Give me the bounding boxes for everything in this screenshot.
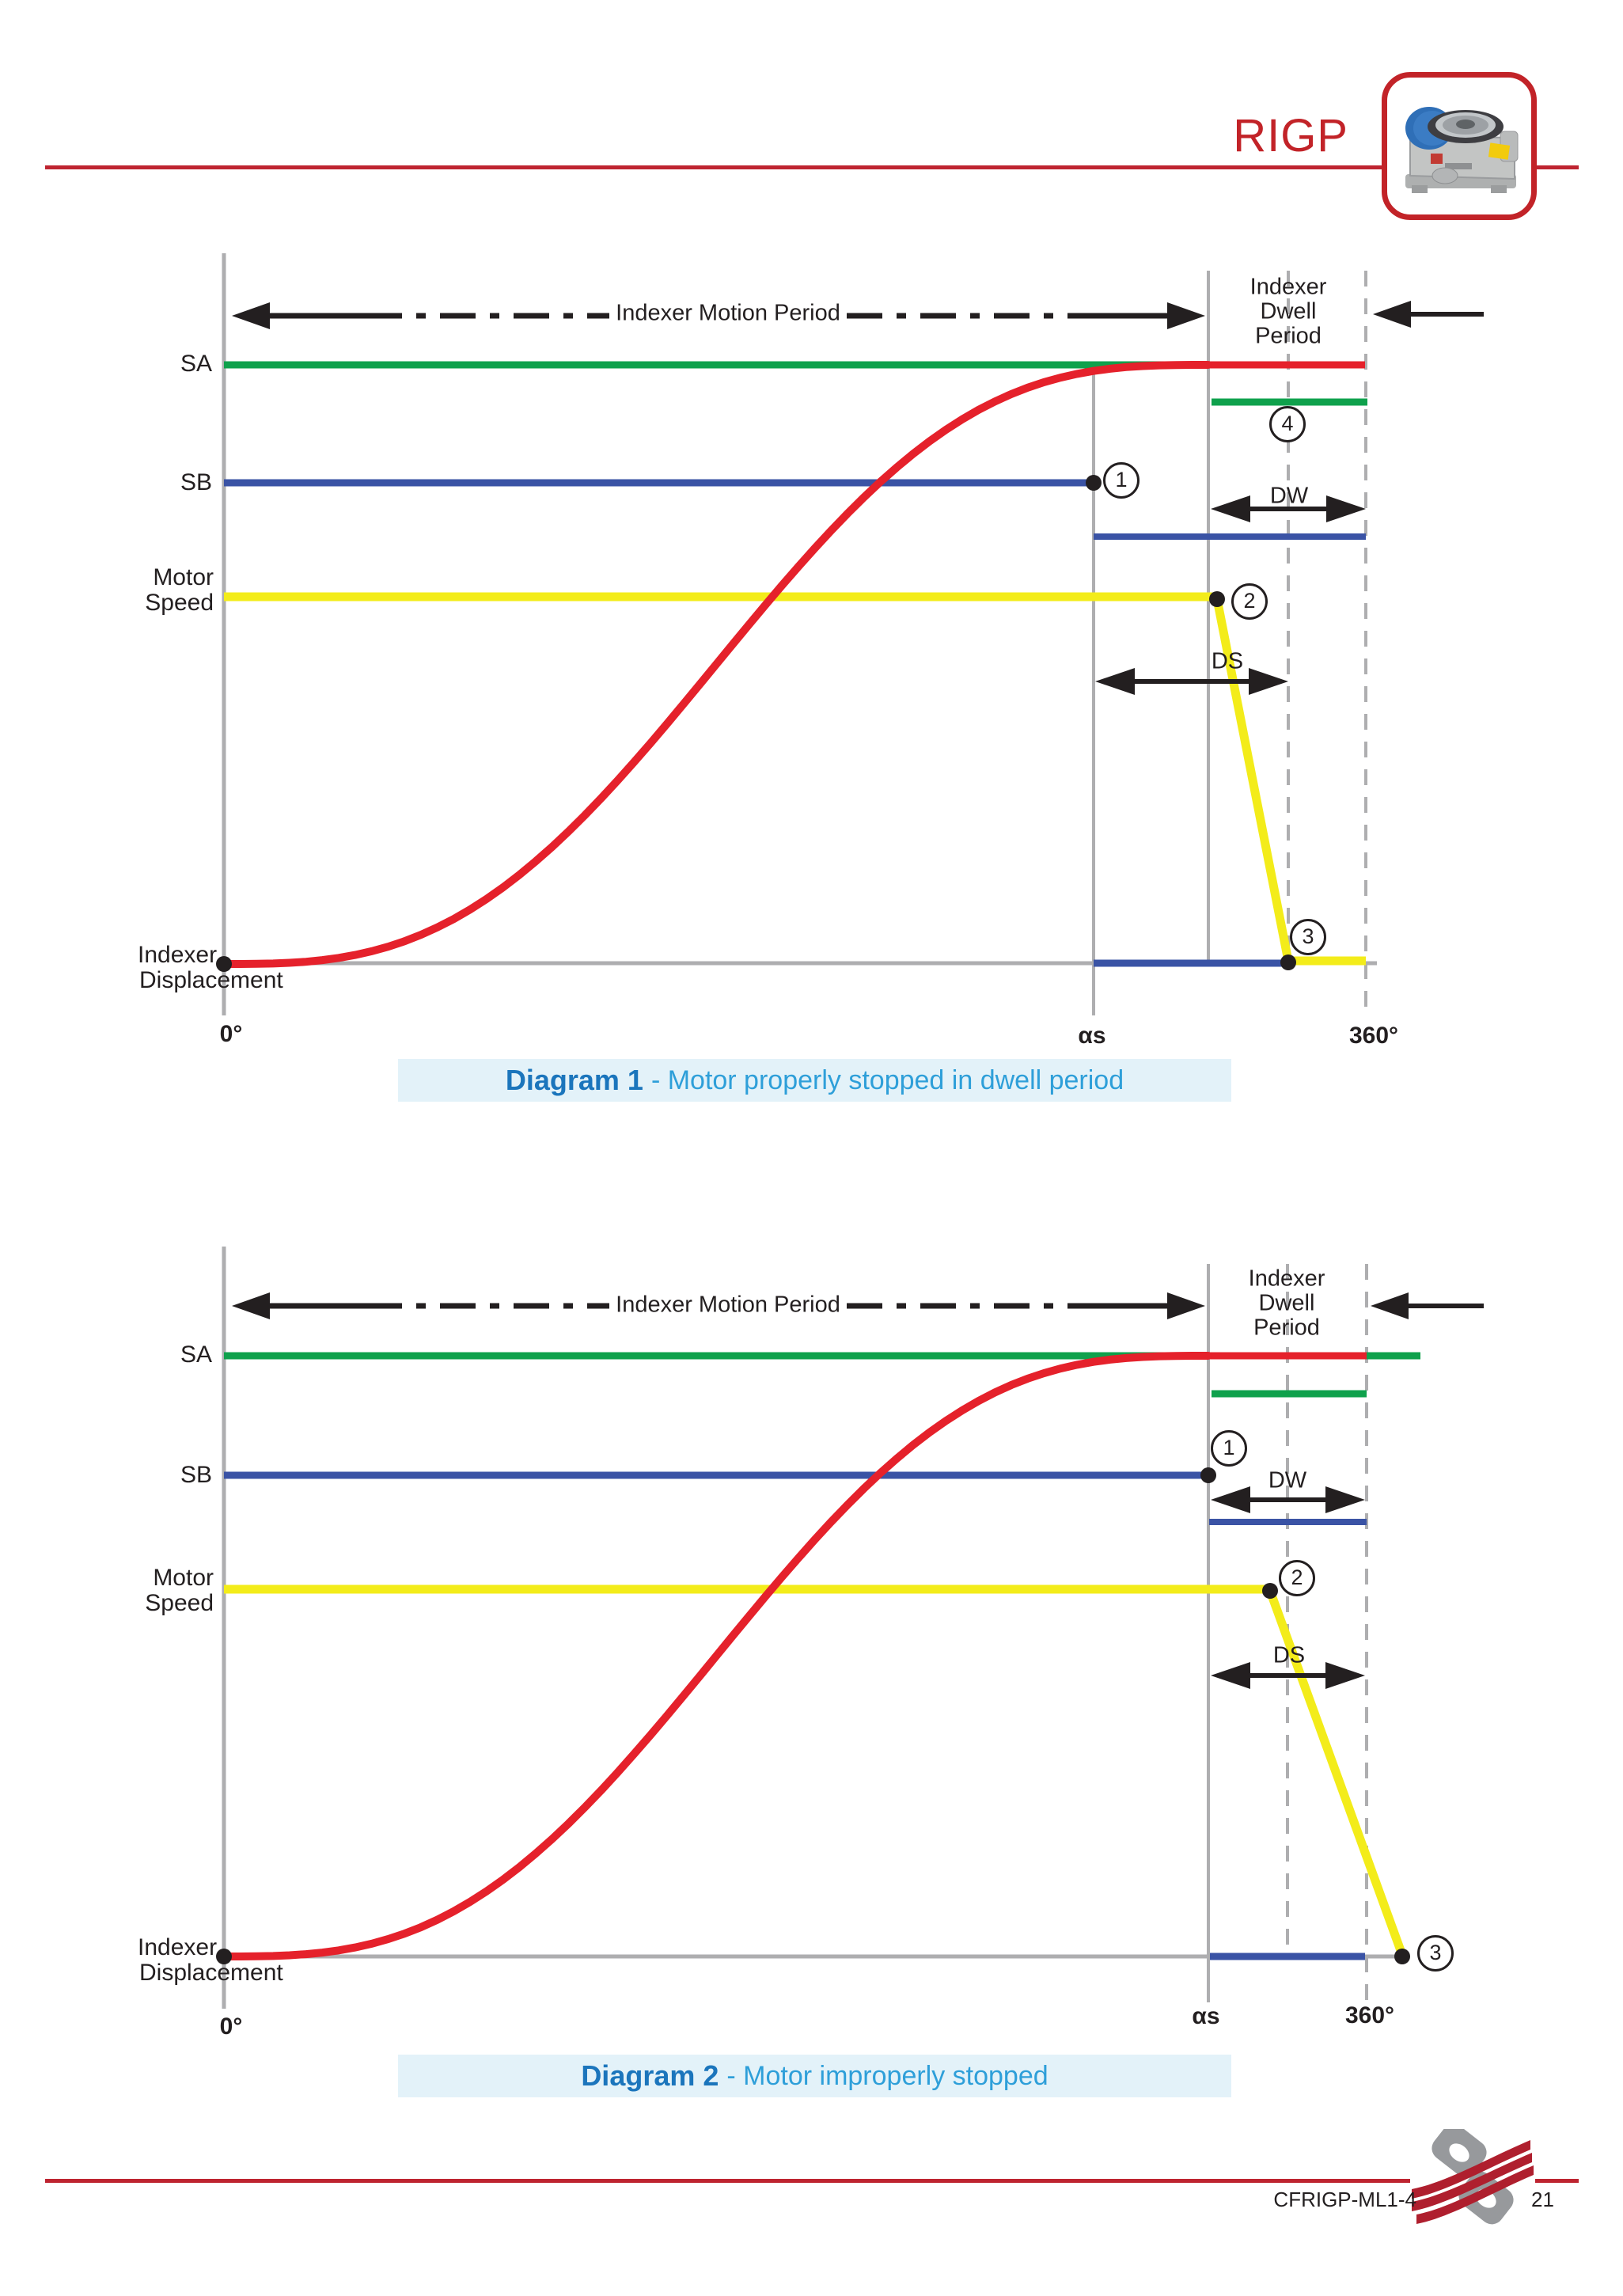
company-logo bbox=[1410, 2123, 1535, 2228]
dwell-period-label: Indexer bbox=[1248, 1266, 1325, 1292]
dwell-period-label: Indexer bbox=[1249, 274, 1327, 300]
dwell-period-label: Period bbox=[1253, 1315, 1320, 1341]
axis-label-indexer-displacement: Displacement bbox=[139, 1960, 283, 1986]
tick-alpha-s: αs bbox=[1192, 2003, 1220, 2029]
dwell-period-label: Dwell bbox=[1258, 1290, 1315, 1316]
document-code: CFRIGP-ML1-4 bbox=[1273, 2188, 1416, 2211]
caption-title: Diagram 1 bbox=[505, 1064, 643, 1096]
marker-1-circle: 1 bbox=[1103, 462, 1140, 499]
axis-label-sb: SB bbox=[180, 469, 212, 495]
tick-alpha-s: αs bbox=[1078, 1023, 1106, 1049]
marker-1-circle: 1 bbox=[1211, 1430, 1247, 1467]
tick-0deg: 0° bbox=[219, 2013, 243, 2040]
axis-label-motor-speed: Speed bbox=[145, 590, 214, 616]
tick-360deg: 360° bbox=[1348, 1023, 1399, 1049]
motion-period-label: Indexer Motion Period bbox=[616, 1292, 840, 1318]
dim-label-ds: DS bbox=[1211, 648, 1244, 674]
marker-3-circle: 3 bbox=[1290, 919, 1326, 955]
axis-label-indexer-displacement: Indexer bbox=[138, 942, 218, 968]
footer-rule bbox=[45, 2179, 1579, 2183]
page-title: RIGP bbox=[1233, 110, 1348, 161]
axis-label-indexer-displacement: Indexer bbox=[138, 1934, 218, 1960]
tick-360deg: 360° bbox=[1344, 2002, 1395, 2028]
axis-label-indexer-displacement: Displacement bbox=[139, 967, 283, 993]
dim-label-dw: DW bbox=[1269, 483, 1309, 509]
axis-label-motor-speed: Speed bbox=[145, 1590, 214, 1616]
page-number: 21 bbox=[1531, 2188, 1554, 2211]
marker-2-circle: 2 bbox=[1231, 583, 1268, 620]
marker-2-circle: 2 bbox=[1279, 1560, 1315, 1596]
caption-text: - Motor properly stopped in dwell period bbox=[650, 1065, 1124, 1095]
product-photo bbox=[1405, 106, 1519, 193]
diagram-1-caption: Diagram 1 - Motor properly stopped in dw… bbox=[398, 1059, 1231, 1102]
marker-3-circle: 3 bbox=[1417, 1935, 1454, 1972]
dim-label-ds: DS bbox=[1272, 1642, 1306, 1668]
header-rule bbox=[45, 165, 1579, 169]
axis-label-motor-speed: Motor bbox=[153, 564, 214, 590]
tick-0deg: 0° bbox=[219, 1021, 243, 1047]
marker-4-circle: 4 bbox=[1269, 406, 1306, 442]
caption-text: - Motor improperly stopped bbox=[726, 2060, 1049, 2091]
diagram-2-caption: Diagram 2 - Motor improperly stopped bbox=[398, 2055, 1231, 2097]
dwell-period-label: Dwell bbox=[1260, 298, 1317, 324]
axis-label-sa: SA bbox=[180, 1342, 212, 1368]
axis-label-sb: SB bbox=[180, 1462, 212, 1488]
axis-label-sa: SA bbox=[180, 351, 212, 377]
motion-period-label: Indexer Motion Period bbox=[616, 300, 840, 326]
axis-label-motor-speed: Motor bbox=[153, 1565, 214, 1591]
dwell-period-label: Period bbox=[1255, 323, 1322, 349]
product-photo-frame bbox=[1382, 72, 1537, 220]
dim-label-dw: DW bbox=[1268, 1467, 1307, 1493]
caption-title: Diagram 2 bbox=[581, 2059, 719, 2092]
